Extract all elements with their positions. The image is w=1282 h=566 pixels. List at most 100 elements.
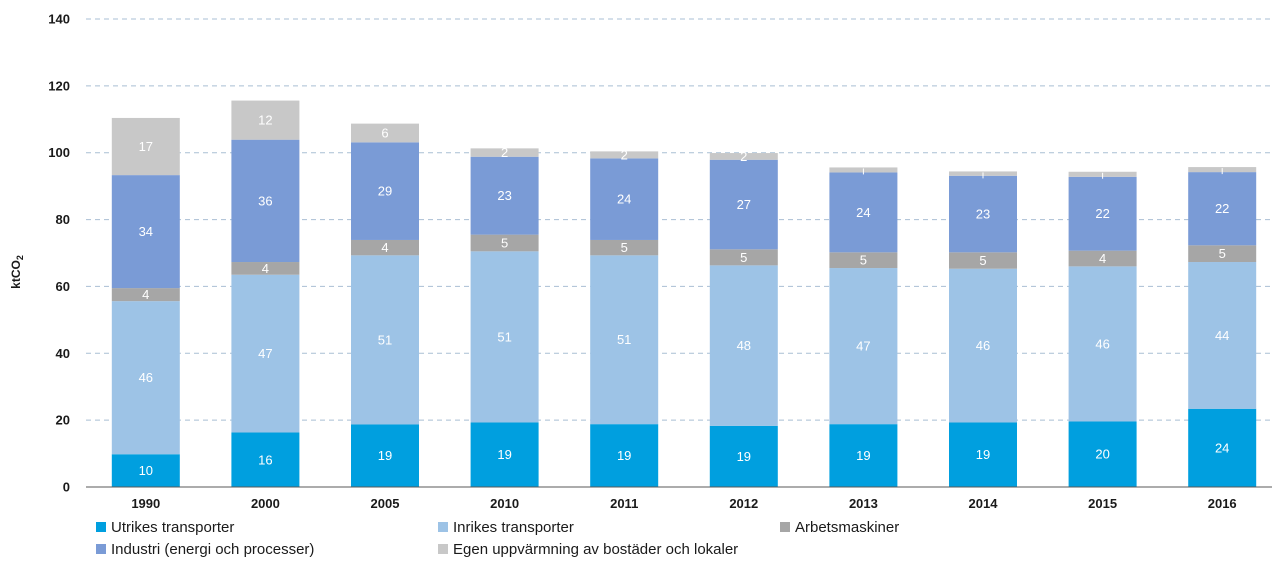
data-label: 46 <box>1095 336 1109 351</box>
data-label: 29 <box>378 184 392 199</box>
bar-stack-2015: 20 46 4 22 <box>1068 171 1137 487</box>
data-label: 27 <box>737 197 751 212</box>
y-tick-label: 0 <box>63 480 70 495</box>
bar-segment <box>111 288 180 302</box>
data-label: 24 <box>1215 440 1229 455</box>
bar-segment <box>590 158 659 240</box>
data-label: 47 <box>258 346 272 361</box>
y-tick-label: 20 <box>56 413 70 428</box>
data-label: 24 <box>856 205 870 220</box>
x-axis: 1990 2000 2005 2010 2011 2012 2013 2014 2015 2016 <box>86 486 1272 511</box>
legend-swatch <box>96 544 106 554</box>
legend-item: Arbetsmaskiner <box>780 517 899 537</box>
data-label: 17 <box>139 139 153 154</box>
bar-stack-2005: 19 51 4 29 6 <box>351 123 419 487</box>
bar-segment <box>829 252 898 269</box>
data-label: 22 <box>1095 206 1109 221</box>
x-tick-label: 2010 <box>490 496 519 511</box>
data-label: 44 <box>1215 328 1229 343</box>
bars: 1046434171647436121951429619515232195152… <box>111 100 1257 487</box>
x-tick-label: 1990 <box>131 496 160 511</box>
bar-stack-2012: 19 48 5 27 2 <box>709 149 778 487</box>
bar-segment <box>949 422 1017 487</box>
data-label: 5 <box>860 253 867 268</box>
x-tick-label: 2005 <box>371 496 400 511</box>
data-label: 47 <box>856 339 870 354</box>
bar-segment <box>1188 172 1257 246</box>
bar-stack-1990: 10 46 4 34 17 <box>111 117 180 487</box>
bar-segment <box>590 424 659 487</box>
legend-label: Inrikes transporter <box>453 518 574 536</box>
y-axis-label: ktCO2 <box>9 255 25 289</box>
bar-segment <box>111 454 180 487</box>
data-label: 34 <box>139 224 153 239</box>
bar-segment <box>351 142 419 240</box>
y-tick-label: 80 <box>56 212 70 227</box>
data-label: 51 <box>497 329 511 344</box>
y-tick-label: 40 <box>56 346 70 361</box>
data-label: 19 <box>497 447 511 462</box>
bar-segment <box>949 175 1017 253</box>
data-label: 51 <box>617 332 631 347</box>
x-tick-label: 2000 <box>251 496 280 511</box>
bar-segment <box>1188 245 1257 263</box>
bar-segment <box>351 424 419 487</box>
data-label: 12 <box>258 113 272 128</box>
bar-segment <box>231 100 300 140</box>
bar-segment <box>1188 408 1257 487</box>
data-label: 36 <box>258 193 272 208</box>
bar-segment <box>709 159 778 250</box>
bar-segment <box>351 123 419 143</box>
data-label: 10 <box>139 463 153 478</box>
bar-segment <box>590 255 659 425</box>
bar-segment <box>590 239 659 256</box>
x-tick-label: 2016 <box>1208 496 1237 511</box>
legend: Utrikes transporter Inrikes transporter Ar… <box>96 517 1266 563</box>
bar-segment <box>709 425 778 487</box>
bar-segment <box>111 301 180 455</box>
bar-segment <box>470 148 539 157</box>
x-tick-label: 2012 <box>729 496 758 511</box>
bar-segment <box>111 117 180 176</box>
x-tick-label: 2013 <box>849 496 878 511</box>
data-label: 20 <box>1095 447 1109 462</box>
bar-segment <box>949 252 1017 269</box>
legend-label: Arbetsmaskiner <box>795 518 900 536</box>
data-label: 4 <box>262 261 269 276</box>
legend-swatch <box>780 522 790 532</box>
bar-segment <box>231 274 300 433</box>
bar-segment <box>1068 176 1137 251</box>
data-label: 19 <box>976 447 990 462</box>
bar-stack-2000: 16 47 4 36 12 <box>231 100 300 487</box>
data-label: 19 <box>737 449 751 464</box>
data-label: 51 <box>378 332 392 347</box>
bar-segment <box>231 432 300 487</box>
legend-swatch <box>96 522 106 532</box>
bar-segment <box>231 262 300 275</box>
data-label: 19 <box>856 448 870 463</box>
data-label: 46 <box>976 338 990 353</box>
bar-segment <box>709 265 778 426</box>
y-tick-label: 100 <box>48 145 70 160</box>
data-label: 2 <box>621 147 628 162</box>
bar-segment <box>470 156 539 235</box>
bar-segment <box>709 153 778 160</box>
data-label: 5 <box>501 235 508 250</box>
data-label: 6 <box>381 125 388 140</box>
data-label: 19 <box>378 448 392 463</box>
legend-swatch <box>438 522 448 532</box>
legend-item: Utrikes transporter <box>96 517 234 537</box>
data-label: 23 <box>497 188 511 203</box>
legend-label: Egen uppvärmning av bostäder och lokaler <box>453 540 739 558</box>
data-label: 2 <box>740 149 747 164</box>
legend-item: Egen uppvärmning av bostäder och lokaler <box>438 539 738 559</box>
bar-segment <box>829 172 898 253</box>
legend-label: Utrikes transporter <box>111 518 235 536</box>
bar-segment <box>470 422 539 487</box>
bar-segment <box>470 234 539 252</box>
data-label: 46 <box>139 370 153 385</box>
bar-segment <box>949 268 1017 423</box>
bar-stack-2016: 24 44 5 22 <box>1188 167 1257 487</box>
data-label: 4 <box>1099 251 1106 266</box>
